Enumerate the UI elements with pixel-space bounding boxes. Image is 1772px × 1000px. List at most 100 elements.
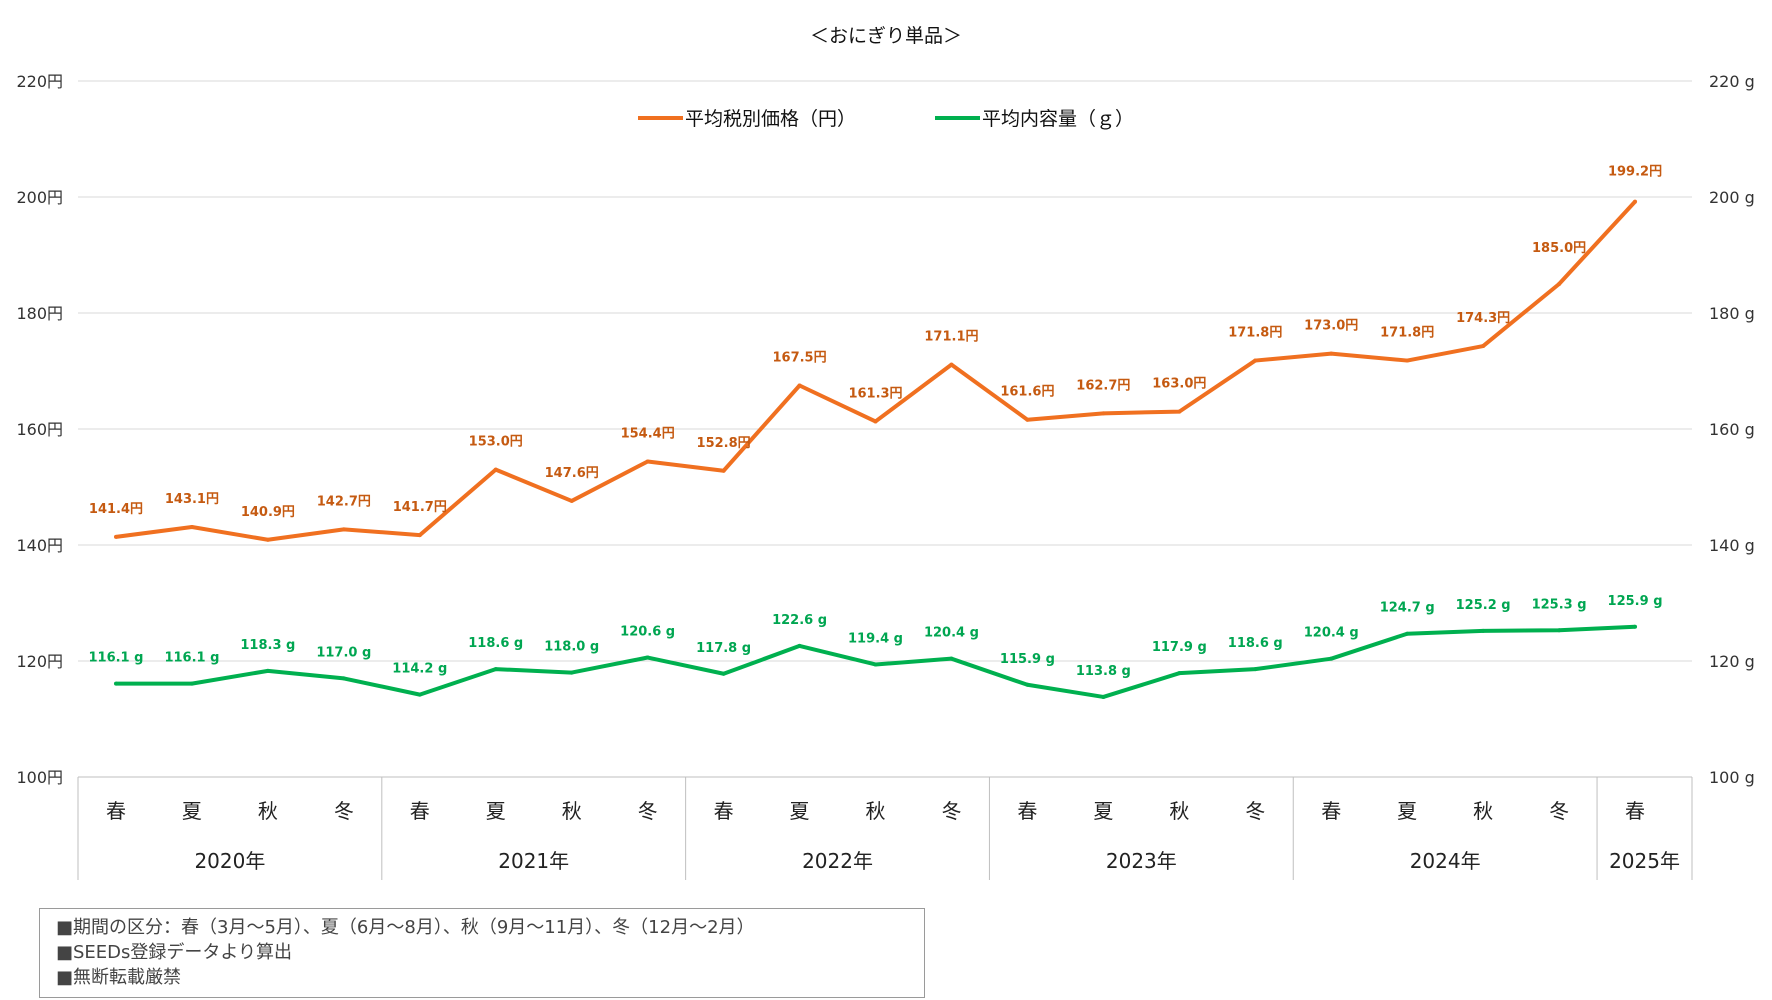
year-label: 2020年 [194,849,265,873]
chart-title: ＜おにぎり単品＞ [810,25,962,47]
price-data-label: 173.0円 [1304,319,1358,334]
price-point [1101,411,1106,416]
price-point [417,533,422,538]
price-point [949,362,954,367]
price-point [873,419,878,424]
price-data-label: 171.1円 [924,330,978,345]
year-label: 2023年 [1106,849,1177,873]
left-tick-label: 120円 [16,652,63,671]
weight-data-label: 118.0 g [544,640,599,655]
weight-data-label: 113.8 g [1076,664,1131,679]
price-data-label: 171.8円 [1228,326,1282,341]
weight-point [1177,671,1182,676]
right-tick-label: 180 g [1709,304,1755,323]
weight-point [1025,682,1030,687]
price-point [1481,344,1486,349]
right-tick-label: 160 g [1709,420,1755,439]
price-data-label: 161.3円 [848,386,902,401]
price-point [569,498,574,503]
weight-data-label: 118.3 g [240,638,295,653]
weight-data-label: 122.6 g [772,613,827,628]
legend-label: 平均税別価格（円） [685,108,856,130]
season-label: 秋 [562,799,582,823]
season-label: 冬 [941,799,961,823]
weight-point [645,655,650,660]
left-tick-label: 140円 [16,536,63,555]
price-point [1253,358,1258,363]
weight-data-label: 125.9 g [1608,594,1663,609]
price-point [189,525,194,530]
weight-point [417,692,422,697]
weight-data-label: 117.9 g [1152,640,1207,655]
season-label: 冬 [1549,799,1569,823]
left-tick-label: 200円 [16,188,63,207]
legend-label: 平均内容量（ｇ） [982,108,1134,130]
left-tick-label: 220円 [16,72,63,91]
weight-data-label: 120.4 g [1304,626,1359,641]
weight-point [873,662,878,667]
season-label: 冬 [1245,799,1265,823]
price-point [721,468,726,473]
season-label: 秋 [866,799,886,823]
weight-point [1253,667,1258,672]
price-data-label: 163.0円 [1152,377,1206,392]
price-point [1633,199,1638,204]
weight-point [1557,628,1562,633]
weight-point [1329,656,1334,661]
season-label: 春 [410,799,430,823]
season-label: 夏 [1093,799,1113,823]
weight-data-label: 117.8 g [696,641,751,656]
left-y-axis: 100円 120円 140円 160円 180円 200円 220円 [16,72,63,787]
left-tick-label: 100円 [16,768,63,787]
price-data-label: 140.9円 [241,505,295,520]
season-label: 夏 [1397,799,1417,823]
weight-point [797,643,802,648]
price-point [341,527,346,532]
price-point [113,534,118,539]
year-label: 2024年 [1410,849,1481,873]
right-tick-label: 220 g [1709,72,1755,91]
right-tick-label: 200 g [1709,188,1755,207]
year-label: 2025年 [1609,849,1680,873]
weight-point [341,676,346,681]
weight-data-label: 118.6 g [1228,636,1283,651]
price-data-label: 141.4円 [89,502,143,517]
price-data-label: 162.7円 [1076,378,1130,393]
weight-point [189,681,194,686]
note-copyright: ■無断転載厳禁 [56,967,182,988]
price-data-label: 141.7円 [393,500,447,515]
weight-data-label: 118.6 g [468,636,523,651]
price-data-label: 171.8円 [1380,326,1434,341]
price-point [1405,358,1410,363]
season-label: 夏 [790,799,810,823]
price-point [797,383,802,388]
left-tick-label: 180円 [16,304,63,323]
price-data-label: 199.2円 [1608,165,1662,180]
price-data-label: 147.6円 [545,466,599,481]
season-label: 秋 [1169,799,1189,823]
price-point [645,459,650,464]
weight-point [949,656,954,661]
weight-point [113,681,118,686]
series-lines [113,199,1638,699]
right-tick-label: 100 g [1709,768,1755,787]
year-label: 2022年 [802,849,873,873]
price-point [1177,409,1182,414]
notes-box: ■期間の区分：春（3月～5月）、夏（6月～8月）、秋（9月～11月）、冬（12月… [39,908,925,998]
price-line [115,200,1637,542]
weight-data-label: 115.9 g [1000,652,1055,667]
price-point [1329,351,1334,356]
weight-data-label: 120.6 g [620,625,675,640]
price-data-label: 154.4円 [621,426,675,441]
category-axis: 春 夏 秋 冬 春 夏 秋 冬 春 夏 秋 冬 春 夏 秋 冬 春 夏 秋 冬 春 2020年 2021年 2022年 2023… [77,776,1693,880]
weight-point [1633,624,1638,629]
season-label: 春 [1321,799,1341,823]
price-data-label: 153.0円 [469,435,523,450]
weight-data-label: 125.3 g [1532,597,1587,612]
year-label: 2021年 [498,849,569,873]
right-y-axis: 100 g 120 g 140 g 160 g 180 g 200 g 220 g [1709,72,1755,787]
right-tick-label: 140 g [1709,536,1755,555]
season-label: 春 [1625,799,1645,823]
season-label: 春 [106,799,126,823]
